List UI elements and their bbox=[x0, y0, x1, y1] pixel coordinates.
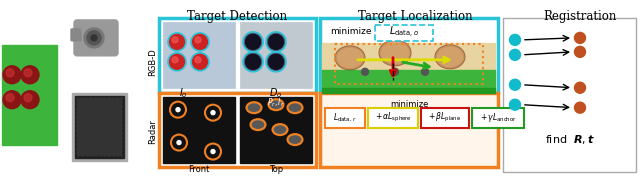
Circle shape bbox=[195, 57, 201, 63]
Circle shape bbox=[509, 34, 520, 45]
Ellipse shape bbox=[247, 103, 261, 113]
Circle shape bbox=[268, 54, 284, 70]
Circle shape bbox=[211, 111, 215, 115]
Circle shape bbox=[172, 57, 178, 63]
Circle shape bbox=[91, 35, 97, 41]
Circle shape bbox=[195, 37, 201, 43]
Text: Front: Front bbox=[188, 165, 210, 174]
Circle shape bbox=[575, 102, 586, 113]
Text: $+\,\alpha L_{\mathrm{sphere}}$: $+\,\alpha L_{\mathrm{sphere}}$ bbox=[374, 111, 412, 124]
Circle shape bbox=[245, 54, 261, 70]
Circle shape bbox=[509, 99, 520, 110]
Circle shape bbox=[176, 108, 180, 112]
Text: RGB-D: RGB-D bbox=[148, 48, 157, 76]
Circle shape bbox=[3, 66, 21, 84]
Circle shape bbox=[575, 82, 586, 93]
Bar bbox=[72, 93, 127, 161]
FancyBboxPatch shape bbox=[71, 29, 81, 41]
Bar bbox=[159, 93, 316, 168]
Circle shape bbox=[509, 79, 520, 90]
Text: $+\,\beta L_{\mathrm{plane}}$: $+\,\beta L_{\mathrm{plane}}$ bbox=[428, 111, 461, 124]
Bar bbox=[503, 18, 636, 172]
Circle shape bbox=[392, 68, 399, 75]
Circle shape bbox=[575, 32, 586, 43]
Text: minimize: minimize bbox=[330, 27, 371, 36]
Circle shape bbox=[21, 66, 39, 84]
Circle shape bbox=[6, 94, 14, 102]
Bar bbox=[322, 43, 495, 90]
Bar bbox=[2, 45, 57, 144]
Circle shape bbox=[3, 91, 21, 109]
Bar bbox=[322, 88, 495, 93]
Text: $P_r,I_r$: $P_r,I_r$ bbox=[267, 97, 285, 109]
Bar bbox=[325, 108, 365, 128]
Bar bbox=[375, 25, 433, 41]
Circle shape bbox=[172, 37, 178, 43]
Bar bbox=[368, 108, 418, 128]
Text: $I_o$: $I_o$ bbox=[179, 86, 188, 100]
Circle shape bbox=[21, 91, 39, 109]
Circle shape bbox=[362, 68, 369, 75]
FancyBboxPatch shape bbox=[74, 20, 118, 56]
Circle shape bbox=[268, 34, 284, 50]
Circle shape bbox=[169, 54, 185, 70]
Circle shape bbox=[6, 69, 14, 77]
Text: $L_{\mathrm{data},r}$: $L_{\mathrm{data},r}$ bbox=[333, 112, 356, 124]
Ellipse shape bbox=[336, 47, 364, 69]
Circle shape bbox=[169, 34, 185, 50]
Circle shape bbox=[192, 34, 208, 50]
Text: $+\,\gamma L_{\mathrm{anchor}}$: $+\,\gamma L_{\mathrm{anchor}}$ bbox=[479, 111, 516, 124]
Bar bbox=[472, 108, 524, 128]
Bar bbox=[322, 70, 495, 90]
Bar bbox=[240, 22, 312, 88]
Bar bbox=[77, 98, 122, 156]
Circle shape bbox=[211, 150, 215, 153]
Text: Target Localization: Target Localization bbox=[358, 10, 472, 23]
Circle shape bbox=[24, 94, 32, 102]
Text: Target Detection: Target Detection bbox=[187, 10, 287, 23]
Ellipse shape bbox=[251, 120, 265, 130]
Circle shape bbox=[177, 141, 181, 144]
Ellipse shape bbox=[273, 125, 287, 135]
Text: minimize: minimize bbox=[390, 100, 428, 109]
Ellipse shape bbox=[288, 103, 302, 113]
Text: $D_o$: $D_o$ bbox=[269, 86, 283, 100]
Circle shape bbox=[575, 46, 586, 57]
Bar bbox=[335, 44, 483, 84]
Text: Radar: Radar bbox=[148, 119, 157, 144]
Circle shape bbox=[24, 69, 32, 77]
Text: Top: Top bbox=[269, 165, 283, 174]
Bar bbox=[75, 96, 124, 158]
Text: Registration: Registration bbox=[543, 10, 617, 23]
Ellipse shape bbox=[269, 100, 283, 110]
Text: find  $\boldsymbol{R},\boldsymbol{t}$: find $\boldsymbol{R},\boldsymbol{t}$ bbox=[545, 133, 595, 146]
Ellipse shape bbox=[436, 46, 464, 68]
Bar bbox=[240, 97, 312, 162]
Circle shape bbox=[509, 49, 520, 60]
Text: $L_{\mathrm{data},o}$: $L_{\mathrm{data},o}$ bbox=[389, 25, 419, 40]
Bar bbox=[163, 97, 235, 162]
Circle shape bbox=[422, 68, 429, 75]
Bar bbox=[159, 18, 316, 93]
Ellipse shape bbox=[288, 135, 302, 144]
Bar bbox=[320, 18, 498, 93]
Bar bbox=[320, 93, 498, 168]
Ellipse shape bbox=[380, 41, 410, 65]
Circle shape bbox=[245, 34, 261, 50]
Circle shape bbox=[87, 31, 101, 45]
Bar bbox=[421, 108, 469, 128]
Circle shape bbox=[84, 28, 104, 48]
Bar bbox=[163, 22, 235, 88]
Circle shape bbox=[192, 54, 208, 70]
